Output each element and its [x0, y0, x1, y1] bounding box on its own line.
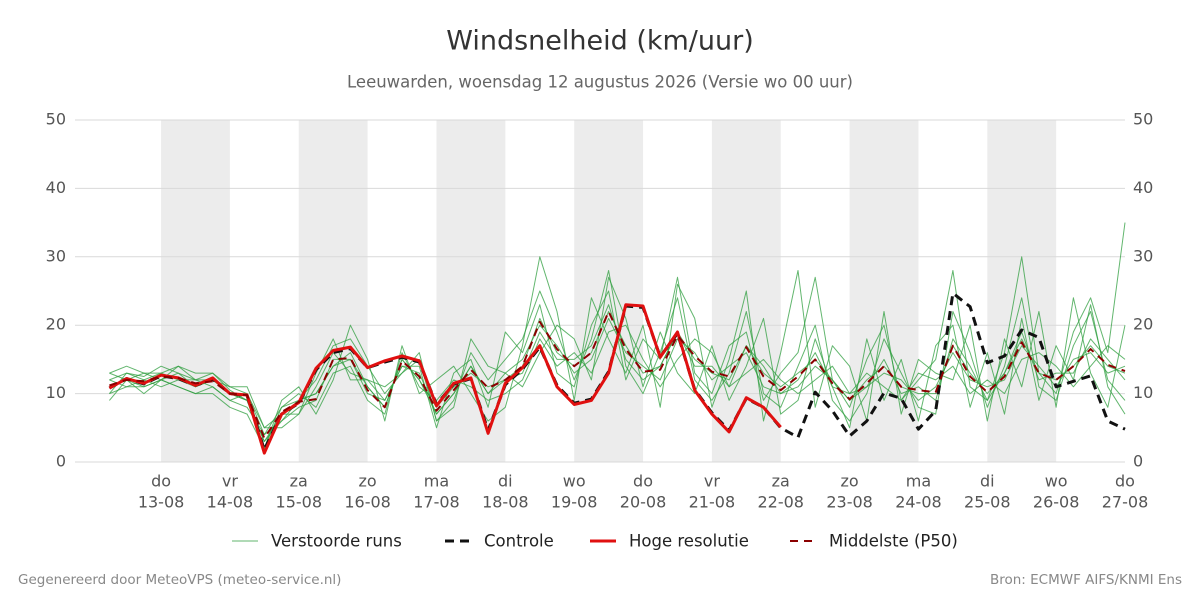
x-tick-label: 15-08	[276, 493, 323, 512]
chart-title: Windsnelheid (km/uur)	[446, 26, 754, 57]
day-band	[298, 120, 368, 462]
x-tick-label: 19-08	[551, 493, 598, 512]
x-tick-label: 18-08	[482, 493, 529, 512]
y2-tick-label: 40	[1133, 178, 1153, 197]
x-tick-label: 22-08	[757, 493, 804, 512]
y-tick-label: 50	[46, 110, 66, 129]
legend-label: Hoge resolutie	[629, 532, 749, 551]
legend-label: Middelste (P50)	[829, 532, 958, 551]
x-tick-label: 21-08	[689, 493, 736, 512]
ensemble-run	[109, 256, 1126, 449]
x-tick-day: di	[980, 472, 995, 491]
y-tick-label: 0	[56, 452, 66, 471]
day-band	[436, 120, 506, 462]
x-tick-day: do	[151, 472, 171, 491]
y2-tick-label: 50	[1133, 110, 1153, 129]
footer-right: Bron: ECMWF AIFS/KNMI Ens	[990, 572, 1182, 588]
x-tick-label: 17-08	[413, 493, 460, 512]
x-tick-label: 26-08	[1033, 493, 1080, 512]
legend-label: Verstoorde runs	[271, 532, 402, 551]
day-band	[161, 120, 230, 462]
ensemble-run	[109, 276, 1126, 429]
x-tick-day: zo	[840, 472, 858, 491]
x-tick-day: za	[772, 472, 790, 491]
x-tick-day: vr	[222, 472, 238, 491]
y2-tick-label: 10	[1133, 383, 1153, 402]
legend-label: Controle	[484, 532, 554, 551]
x-tick-label: 25-08	[964, 493, 1011, 512]
day-band	[987, 120, 1057, 462]
y-tick-label: 20	[46, 315, 66, 334]
y-tick-label: 10	[46, 383, 66, 402]
x-tick-day: za	[290, 472, 308, 491]
chart-subtitle: Leeuwarden, woensdag 12 augustus 2026 (V…	[347, 73, 853, 92]
day-band	[849, 120, 919, 462]
x-tick-label: 23-08	[826, 493, 873, 512]
y-tick-label: 40	[46, 178, 66, 197]
x-tick-day: do	[1115, 472, 1135, 491]
x-tick-label: 20-08	[620, 493, 667, 512]
x-tick-day: ma	[906, 472, 931, 491]
y2-tick-label: 20	[1133, 315, 1153, 334]
x-tick-day: zo	[359, 472, 377, 491]
x-tick-day: do	[633, 472, 653, 491]
legend: Verstoorde runs Controle Hoge resolutie Mid…	[232, 532, 958, 551]
x-tick-day: vr	[704, 472, 720, 491]
lines	[108, 222, 1126, 455]
x-tick-day: wo	[1045, 472, 1068, 491]
x-tick-day: di	[498, 472, 513, 491]
x-tick-label: 24-08	[895, 493, 942, 512]
x-tick-label: 27-08	[1102, 493, 1149, 512]
y2-tick-label: 30	[1133, 246, 1153, 265]
x-tick-day: wo	[563, 472, 586, 491]
footer-left: Gegenereerd door MeteoVPS (meteo-service…	[18, 572, 341, 588]
x-tick-label: 16-08	[344, 493, 391, 512]
x-tick-day: ma	[424, 472, 449, 491]
labels: 0 0 10 10 20 20 30 30 40 40 50 50 do 13-08 vr 14-08 za 15…	[46, 110, 1154, 512]
series-line	[109, 310, 1126, 440]
series-line	[108, 303, 782, 455]
ensemble-run	[109, 270, 1126, 442]
y-tick-label: 30	[46, 246, 66, 265]
x-tick-label: 13-08	[138, 493, 185, 512]
x-tick-label: 14-08	[207, 493, 254, 512]
y2-tick-label: 0	[1133, 452, 1143, 471]
